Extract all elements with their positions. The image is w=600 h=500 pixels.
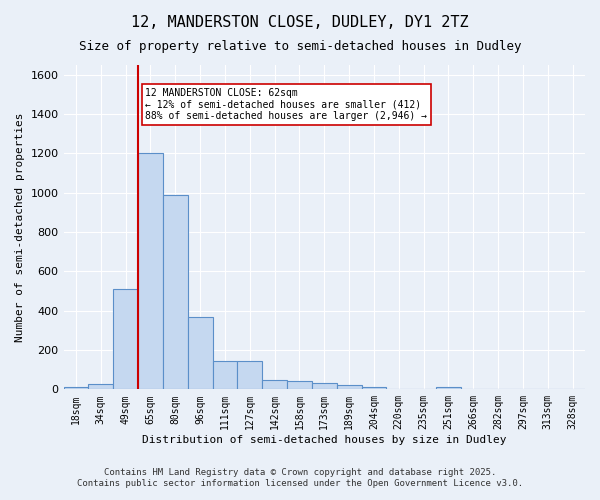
Bar xyxy=(287,382,312,390)
Bar xyxy=(337,386,362,390)
X-axis label: Distribution of semi-detached houses by size in Dudley: Distribution of semi-detached houses by … xyxy=(142,435,506,445)
Bar xyxy=(262,380,287,390)
Bar xyxy=(436,388,461,390)
Bar xyxy=(362,388,386,390)
Bar xyxy=(163,194,188,390)
Y-axis label: Number of semi-detached properties: Number of semi-detached properties xyxy=(15,112,25,342)
Text: Contains HM Land Registry data © Crown copyright and database right 2025.
Contai: Contains HM Land Registry data © Crown c… xyxy=(77,468,523,487)
Bar xyxy=(88,384,113,390)
Bar xyxy=(138,154,163,390)
Bar xyxy=(238,361,262,390)
Bar xyxy=(212,361,238,390)
Bar xyxy=(64,388,88,390)
Bar xyxy=(113,289,138,390)
Bar xyxy=(188,316,212,390)
Text: Size of property relative to semi-detached houses in Dudley: Size of property relative to semi-detach… xyxy=(79,40,521,53)
Text: 12 MANDERSTON CLOSE: 62sqm
← 12% of semi-detached houses are smaller (412)
88% o: 12 MANDERSTON CLOSE: 62sqm ← 12% of semi… xyxy=(145,88,427,121)
Text: 12, MANDERSTON CLOSE, DUDLEY, DY1 2TZ: 12, MANDERSTON CLOSE, DUDLEY, DY1 2TZ xyxy=(131,15,469,30)
Bar xyxy=(312,384,337,390)
